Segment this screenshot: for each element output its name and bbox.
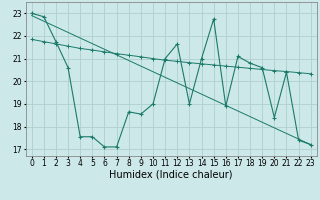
- X-axis label: Humidex (Indice chaleur): Humidex (Indice chaleur): [109, 170, 233, 180]
